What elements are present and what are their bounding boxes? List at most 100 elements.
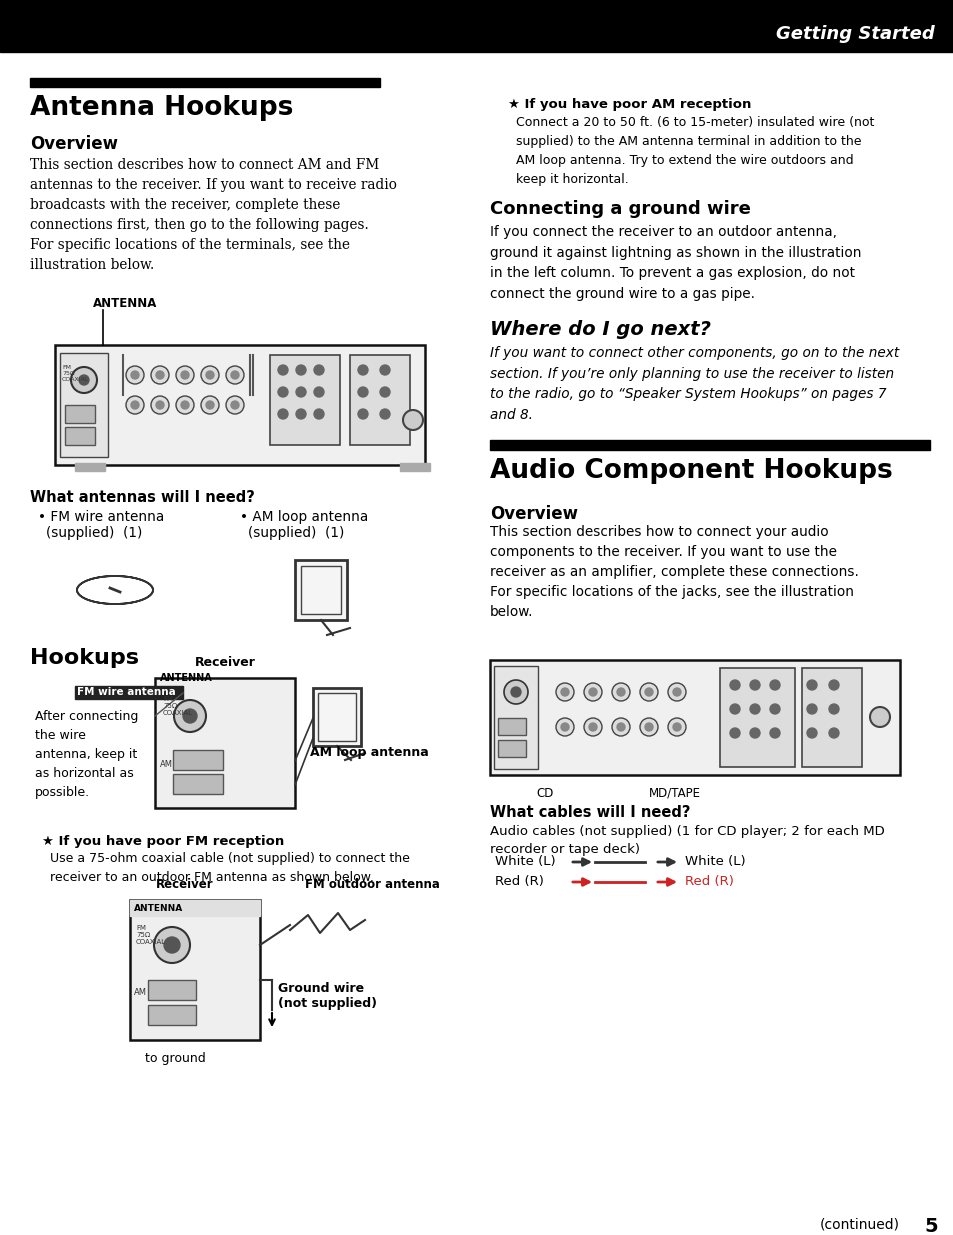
Circle shape <box>806 727 816 739</box>
Bar <box>154 678 294 808</box>
Circle shape <box>749 704 760 714</box>
Circle shape <box>231 370 239 379</box>
Bar <box>60 353 108 457</box>
Circle shape <box>639 683 658 701</box>
Text: Connecting a ground wire: Connecting a ground wire <box>490 200 750 219</box>
Circle shape <box>357 387 368 396</box>
Circle shape <box>556 683 574 701</box>
Circle shape <box>156 370 164 379</box>
Circle shape <box>749 680 760 690</box>
Circle shape <box>672 722 680 731</box>
Bar <box>75 685 183 699</box>
Text: ANTENNA: ANTENNA <box>160 673 213 683</box>
Circle shape <box>644 688 652 697</box>
Text: MD/TAPE: MD/TAPE <box>648 787 700 800</box>
Circle shape <box>126 396 144 414</box>
Circle shape <box>806 704 816 714</box>
Circle shape <box>295 366 306 375</box>
Circle shape <box>556 718 574 736</box>
Text: Audio Component Hookups: Audio Component Hookups <box>490 458 892 484</box>
Bar <box>0 0 953 52</box>
Circle shape <box>729 680 740 690</box>
Circle shape <box>151 396 169 414</box>
Bar <box>148 1005 195 1025</box>
Text: 5: 5 <box>923 1216 937 1235</box>
Text: Receiver: Receiver <box>194 656 255 669</box>
Circle shape <box>183 709 196 722</box>
Text: FM wire antenna: FM wire antenna <box>77 687 175 697</box>
Circle shape <box>181 401 189 409</box>
Text: White (L): White (L) <box>684 855 745 868</box>
Text: Where do I go next?: Where do I go next? <box>490 320 710 338</box>
Circle shape <box>314 387 324 396</box>
Circle shape <box>583 683 601 701</box>
Bar <box>294 559 347 620</box>
Text: Overview: Overview <box>30 135 118 153</box>
Text: (supplied)  (1): (supplied) (1) <box>248 526 344 540</box>
Circle shape <box>402 410 422 430</box>
Circle shape <box>231 401 239 409</box>
Circle shape <box>314 366 324 375</box>
Bar <box>720 668 794 767</box>
Circle shape <box>379 366 390 375</box>
Circle shape <box>206 401 213 409</box>
Circle shape <box>131 401 139 409</box>
Text: What cables will I need?: What cables will I need? <box>490 805 690 820</box>
Circle shape <box>511 687 520 697</box>
Circle shape <box>131 370 139 379</box>
Circle shape <box>164 937 180 953</box>
Text: After connecting
the wire
antenna, keep it
as horizontal as
possible.: After connecting the wire antenna, keep … <box>35 710 138 799</box>
Bar <box>399 463 430 471</box>
Text: Use a 75-ohm coaxial cable (not supplied) to connect the
receiver to an outdoor : Use a 75-ohm coaxial cable (not supplied… <box>50 852 410 884</box>
Bar <box>65 405 95 424</box>
Text: Overview: Overview <box>490 505 578 522</box>
Circle shape <box>806 680 816 690</box>
Text: CD: CD <box>536 787 553 800</box>
Bar <box>350 354 410 445</box>
Circle shape <box>560 722 568 731</box>
Circle shape <box>314 409 324 419</box>
Bar <box>55 345 424 466</box>
Circle shape <box>617 722 624 731</box>
Bar <box>30 78 379 86</box>
Circle shape <box>828 680 838 690</box>
Text: Getting Started: Getting Started <box>776 25 934 43</box>
Circle shape <box>71 367 97 393</box>
Bar <box>497 718 525 735</box>
Bar <box>148 981 195 1000</box>
Circle shape <box>560 688 568 697</box>
Circle shape <box>769 727 780 739</box>
Circle shape <box>226 366 244 384</box>
Text: ★ If you have poor AM reception: ★ If you have poor AM reception <box>507 98 751 111</box>
Text: Red (R): Red (R) <box>684 876 733 888</box>
Circle shape <box>583 718 601 736</box>
Bar <box>494 666 537 769</box>
Text: Antenna Hookups: Antenna Hookups <box>30 95 294 121</box>
Text: Receiver: Receiver <box>156 878 213 890</box>
Bar <box>313 688 360 746</box>
Text: to ground: to ground <box>145 1052 205 1065</box>
Bar <box>130 900 260 916</box>
Circle shape <box>828 704 838 714</box>
Bar <box>270 354 339 445</box>
Circle shape <box>206 370 213 379</box>
Bar <box>75 463 105 471</box>
Bar <box>172 774 223 794</box>
Circle shape <box>201 366 219 384</box>
Circle shape <box>379 409 390 419</box>
Circle shape <box>295 387 306 396</box>
Text: Red (R): Red (R) <box>495 876 543 888</box>
Circle shape <box>379 387 390 396</box>
Circle shape <box>201 396 219 414</box>
Text: • FM wire antenna: • FM wire antenna <box>38 510 164 524</box>
Circle shape <box>156 401 164 409</box>
Circle shape <box>295 409 306 419</box>
Text: This section describes how to connect AM and FM
antennas to the receiver. If you: This section describes how to connect AM… <box>30 158 396 272</box>
Text: FM outdoor antenna: FM outdoor antenna <box>305 878 439 890</box>
Circle shape <box>151 366 169 384</box>
Text: FM
75Ω
COAXIAL: FM 75Ω COAXIAL <box>62 366 90 382</box>
Text: What antennas will I need?: What antennas will I need? <box>30 490 254 505</box>
Text: ANTENNA: ANTENNA <box>92 296 157 310</box>
Text: Audio cables (not supplied) (1 for CD player; 2 for each MD
recorder or tape dec: Audio cables (not supplied) (1 for CD pl… <box>490 825 883 856</box>
Bar <box>317 693 355 741</box>
